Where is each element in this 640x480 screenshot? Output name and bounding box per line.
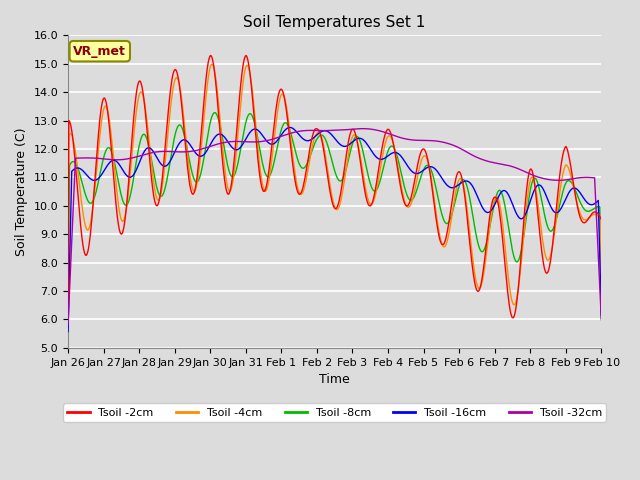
Tsoil -16cm	[211, 134, 219, 140]
Tsoil -2cm	[129, 128, 136, 134]
Tsoil -2cm	[183, 156, 191, 162]
Tsoil -32cm	[211, 142, 219, 148]
Tsoil -16cm	[286, 125, 294, 131]
Tsoil -32cm	[400, 136, 408, 142]
Tsoil -2cm	[597, 216, 605, 222]
Tsoil -16cm	[129, 173, 136, 179]
Tsoil -8cm	[400, 182, 408, 188]
X-axis label: Time: Time	[319, 373, 350, 386]
Tsoil -32cm	[358, 126, 366, 132]
Line: Tsoil -16cm: Tsoil -16cm	[68, 128, 601, 332]
Tsoil -2cm	[400, 199, 408, 204]
Tsoil -32cm	[64, 321, 72, 327]
Tsoil -2cm	[416, 154, 424, 159]
Tsoil -2cm	[64, 302, 72, 308]
Tsoil -32cm	[183, 149, 191, 155]
Tsoil -2cm	[211, 72, 219, 77]
Line: Tsoil -2cm: Tsoil -2cm	[68, 56, 601, 318]
Tsoil -2cm	[509, 315, 517, 321]
Tsoil -32cm	[129, 155, 136, 161]
Tsoil -4cm	[212, 74, 220, 80]
Tsoil -4cm	[64, 251, 72, 257]
Title: Soil Temperatures Set 1: Soil Temperatures Set 1	[243, 15, 426, 30]
Tsoil -8cm	[211, 110, 219, 116]
Tsoil -4cm	[597, 307, 605, 312]
Tsoil -8cm	[64, 293, 72, 299]
Tsoil -32cm	[597, 315, 605, 321]
Tsoil -4cm	[400, 196, 408, 202]
Tsoil -4cm	[208, 61, 216, 67]
Tsoil -2cm	[74, 189, 81, 194]
Tsoil -32cm	[74, 155, 81, 161]
Tsoil -16cm	[64, 329, 72, 335]
Tsoil -8cm	[74, 165, 81, 170]
Tsoil -4cm	[183, 144, 191, 150]
Line: Tsoil -8cm: Tsoil -8cm	[68, 113, 601, 320]
Tsoil -8cm	[183, 144, 191, 149]
Tsoil -4cm	[416, 165, 424, 170]
Tsoil -16cm	[74, 165, 81, 171]
Line: Tsoil -32cm: Tsoil -32cm	[68, 129, 601, 324]
Tsoil -8cm	[212, 110, 220, 116]
Tsoil -8cm	[129, 181, 136, 187]
Y-axis label: Soil Temperature (C): Soil Temperature (C)	[15, 127, 28, 256]
Tsoil -32cm	[416, 137, 424, 143]
Tsoil -8cm	[597, 317, 605, 323]
Tsoil -4cm	[74, 167, 81, 172]
Tsoil -2cm	[242, 53, 250, 59]
Text: VR_met: VR_met	[74, 45, 126, 58]
Line: Tsoil -4cm: Tsoil -4cm	[68, 64, 601, 310]
Tsoil -4cm	[129, 146, 136, 152]
Tsoil -16cm	[597, 312, 605, 318]
Tsoil -16cm	[400, 157, 408, 163]
Tsoil -8cm	[416, 178, 424, 184]
Legend: Tsoil -2cm, Tsoil -4cm, Tsoil -8cm, Tsoil -16cm, Tsoil -32cm: Tsoil -2cm, Tsoil -4cm, Tsoil -8cm, Tsoi…	[63, 403, 606, 422]
Tsoil -16cm	[416, 170, 424, 176]
Tsoil -16cm	[183, 138, 191, 144]
